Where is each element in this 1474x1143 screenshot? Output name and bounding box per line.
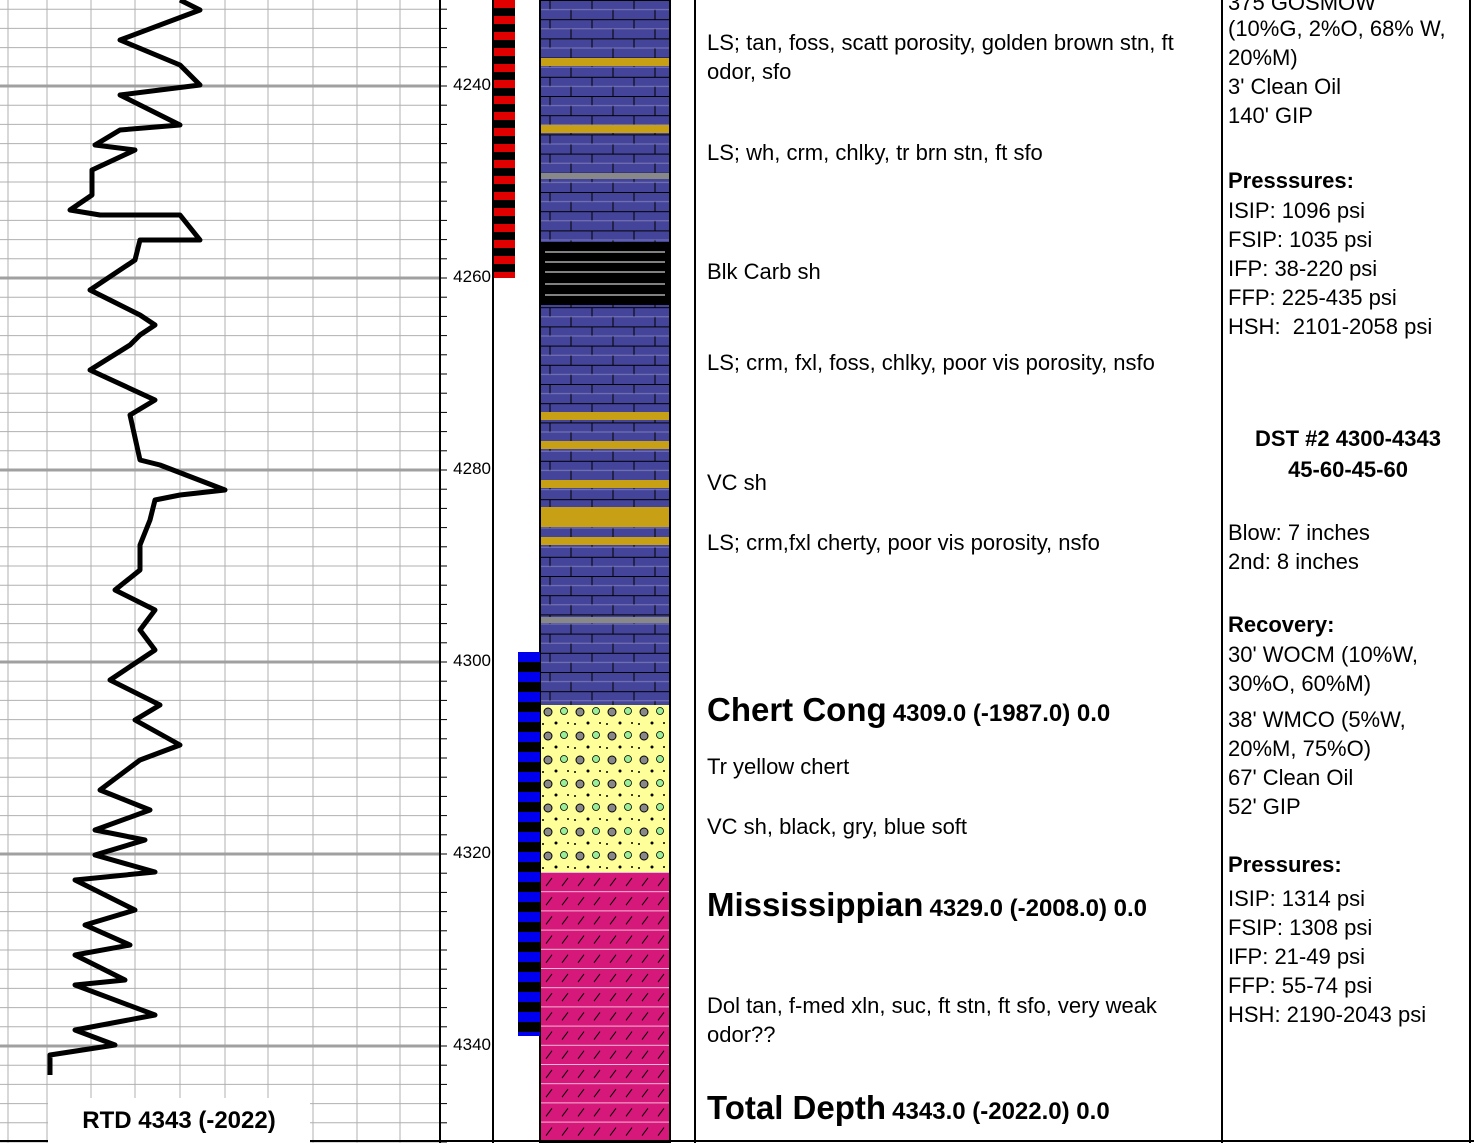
depth-label: 4280 (453, 459, 491, 478)
dst-title: 45-60-45-60 (1288, 457, 1408, 482)
top-detail: 4309.0 (-1987.0) 0.0 (892, 700, 1111, 727)
dst-line: 3' Clean Oil (1228, 74, 1342, 99)
dst-line: 375 GOSMOW (1228, 0, 1376, 15)
description: Dol tan, f-med xln, suc, ft stn, ft sfo,… (707, 993, 1157, 1047)
dst-line: ISIP: 1096 psi (1228, 198, 1365, 223)
dst-heading: Pressures: (1228, 852, 1342, 877)
lithology-column (539, 0, 671, 1143)
dst-title: DST #2 4300-4343 (1255, 426, 1441, 451)
depth-label: 4260 (453, 267, 491, 286)
tan-streak (540, 507, 670, 527)
rtd-label: RTD 4343 (-2022) (48, 1098, 310, 1143)
dst-line: 2nd: 8 inches (1228, 549, 1359, 574)
description: LS; wh, crm, chlky, tr brn stn, ft sfo (707, 140, 1043, 165)
tan-streak (540, 412, 670, 420)
tan-streak (540, 58, 670, 66)
dst-line: 52' GIP (1228, 794, 1301, 819)
grey-streak (540, 173, 670, 179)
depth-label: 4340 (453, 1035, 491, 1054)
top-name: Mississippian (707, 886, 924, 923)
top-detail: 4329.0 (-2008.0) 0.0 (929, 895, 1148, 922)
dst-1-interval (493, 0, 515, 278)
dst-line: FFP: 55-74 psi (1228, 973, 1373, 998)
dolomite (540, 872, 670, 1143)
formation-top: Mississippian 4329.0 (-2008.0) 0.0 (707, 884, 1187, 930)
depth-label: 4320 (453, 843, 491, 862)
top-name: Chert Cong (707, 691, 887, 728)
dst-line: (10%G, 2%O, 68% W, 20%M) (1228, 16, 1446, 70)
description: LS; crm,fxl cherty, poor vis porosity, n… (707, 530, 1100, 555)
top-detail: 4343.0 (-2022.0) 0.0 (892, 1098, 1110, 1125)
dst-line: IFP: 21-49 psi (1228, 944, 1365, 969)
dst-line: Blow: 7 inches (1228, 520, 1370, 545)
dst-heading: Presssures: (1228, 168, 1354, 193)
dst-line: 140' GIP (1228, 103, 1313, 128)
tan-streak (540, 537, 670, 545)
dst-line: 30' WOCM (10%W, 30%O, 60%M) (1228, 642, 1419, 696)
formation-top: Chert Cong 4309.0 (-1987.0) 0.0 (707, 690, 1202, 734)
description: LS; tan, foss, scatt porosity, golden br… (707, 30, 1174, 84)
formation-top: Total Depth 4343.0 (-2022.0) 0.0 (707, 1088, 1202, 1132)
description: VC sh, black, gry, blue soft (707, 814, 968, 839)
grid (0, 0, 447, 1143)
description: LS; crm, fxl, foss, chlky, poor vis poro… (707, 350, 1155, 375)
top-name: Total Depth (707, 1089, 887, 1126)
dst-line: HSH: 2190-2043 psi (1228, 1002, 1427, 1027)
limestone (540, 0, 670, 705)
description: Blk Carb sh (707, 259, 821, 284)
tan-streak (540, 480, 670, 488)
tan-streak (540, 125, 670, 133)
depth-label: 4300 (453, 651, 491, 670)
dst-line: IFP: 38-220 psi (1228, 256, 1378, 281)
grey-streak (540, 617, 670, 623)
log-curve (47, 0, 228, 1075)
dst-line: FSIP: 1035 psi (1228, 227, 1373, 252)
chert-conglomerate (540, 705, 670, 872)
description: Tr yellow chert (707, 754, 850, 779)
dst-2-interval (518, 652, 540, 1036)
dst-line: 67' Clean Oil (1228, 765, 1354, 790)
dst-heading: Recovery: (1228, 612, 1335, 637)
dst-line: FFP: 225-435 psi (1228, 285, 1397, 310)
dst-line: 38' WMCO (5%W, 20%M, 75%O) (1228, 707, 1406, 761)
dst-line: FSIP: 1308 psi (1228, 915, 1373, 940)
dst-line: HSH: 2101-2058 psi (1228, 314, 1433, 339)
dst-line: ISIP: 1314 psi (1228, 886, 1365, 911)
description: VC sh (707, 470, 767, 495)
depth-label: 4240 (453, 75, 491, 94)
tan-streak (540, 441, 670, 449)
lithology-border (539, 0, 671, 1143)
shale-lines (545, 251, 665, 296)
black-shale (540, 242, 670, 305)
